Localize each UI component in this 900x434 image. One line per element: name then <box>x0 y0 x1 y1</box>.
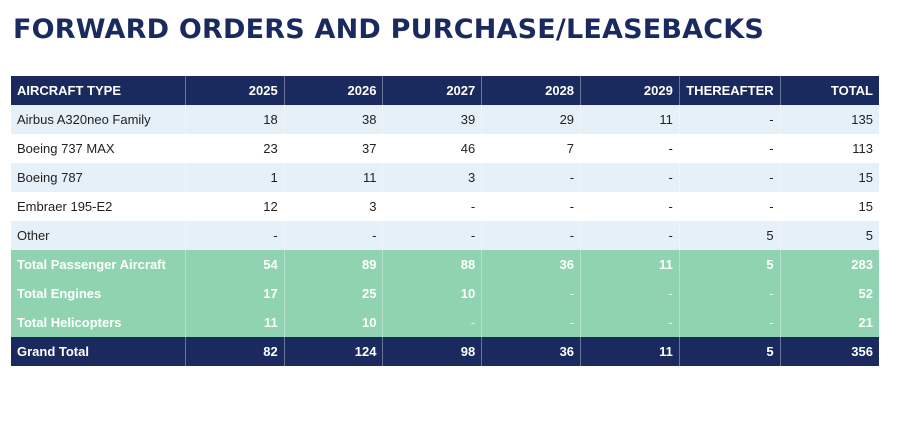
subtotal-row: Total Passenger Aircraft 54 89 88 36 11 5 283 <box>11 250 879 279</box>
row-label: Grand Total <box>11 337 186 366</box>
table-cell: 283 <box>780 250 879 279</box>
table-row: Airbus A320neo Family 18 38 39 29 11-135 <box>11 105 879 134</box>
subtotal-row: Total Helicopters 11 10- - - -21 <box>11 308 879 337</box>
row-label: Airbus A320neo Family <box>11 105 186 134</box>
table-cell: 21 <box>780 308 879 337</box>
table-cell: 36 <box>481 337 582 366</box>
table-cell: - <box>481 163 582 192</box>
table-cell: 5 <box>780 221 879 250</box>
table-cell: 17 <box>185 279 285 308</box>
table-cell: 88 <box>382 250 483 279</box>
table-cell: 11 <box>580 105 680 134</box>
table-cell: 11 <box>580 337 680 366</box>
row-label: Other <box>11 221 186 250</box>
row-label: Embraer 195-E2 <box>11 192 186 221</box>
table-cell: - <box>284 221 384 250</box>
table-cell: 3 <box>284 192 384 221</box>
row-label: Total Engines <box>11 279 186 308</box>
table-row: Other - - - - -5 5 <box>11 221 879 250</box>
row-label: Boeing 737 MAX <box>11 134 186 163</box>
row-label: Boeing 787 <box>11 163 186 192</box>
table-cell: - <box>580 279 680 308</box>
table-row: Boeing 737 MAX 23 37 46 7- -113 <box>11 134 879 163</box>
table-cell: - <box>679 192 781 221</box>
table-cell: 15 <box>780 192 879 221</box>
table-cell: - <box>481 221 582 250</box>
column-header: 2029 <box>580 76 680 105</box>
table-cell: - <box>679 163 781 192</box>
table-cell: 37 <box>284 134 384 163</box>
table-cell: - <box>481 279 582 308</box>
table-cell: 113 <box>780 134 879 163</box>
column-header: 2028 <box>481 76 582 105</box>
column-header: 2026 <box>284 76 384 105</box>
table-cell: 11 <box>580 250 680 279</box>
grand-total-row: Grand Total 82 124 98 36 11 5 356 <box>11 337 879 366</box>
table-cell: - <box>679 134 781 163</box>
table-cell: 5 <box>679 337 781 366</box>
table-cell: 15 <box>780 163 879 192</box>
table-cell: 5 <box>679 250 781 279</box>
table-cell: - <box>580 192 680 221</box>
column-header: THEREAFTER <box>679 76 781 105</box>
table-cell: 11 <box>284 163 384 192</box>
table-cell: 10 <box>284 308 384 337</box>
page-title: FORWARD ORDERS AND PURCHASE/LEASEBACKS <box>13 14 765 45</box>
table-cell: 23 <box>185 134 285 163</box>
table-cell: 3 <box>382 163 483 192</box>
table-cell: 1 <box>185 163 285 192</box>
table-cell: - <box>580 308 680 337</box>
table-cell: 5 <box>679 221 781 250</box>
table-cell: 46 <box>382 134 483 163</box>
table-row: Boeing 787 1 11 3- - -15 <box>11 163 879 192</box>
table-cell: 135 <box>780 105 879 134</box>
column-header: 2027 <box>382 76 483 105</box>
subtotal-row: Total Engines 17 25 10- - -52 <box>11 279 879 308</box>
table-cell: 36 <box>481 250 582 279</box>
table-cell: - <box>382 221 483 250</box>
table-cell: 38 <box>284 105 384 134</box>
table-cell: - <box>580 163 680 192</box>
column-header: AIRCRAFT TYPE <box>11 76 186 105</box>
column-header: 2025 <box>185 76 285 105</box>
table-cell: 356 <box>780 337 879 366</box>
table-cell: 82 <box>185 337 285 366</box>
row-label: Total Helicopters <box>11 308 186 337</box>
table-cell: - <box>679 105 781 134</box>
table-cell: 124 <box>284 337 384 366</box>
table-cell: - <box>481 308 582 337</box>
table-cell: - <box>679 279 781 308</box>
table-cell: 18 <box>185 105 285 134</box>
table-cell: 52 <box>780 279 879 308</box>
table-cell: - <box>481 192 582 221</box>
table-cell: 11 <box>185 308 285 337</box>
table-cell: 89 <box>284 250 384 279</box>
table-cell: - <box>679 308 781 337</box>
table-cell: 10 <box>382 279 483 308</box>
forward-orders-table: AIRCRAFT TYPE 2025 2026 2027 2028 2029 THEREAF… <box>11 76 879 366</box>
table-cell: - <box>185 221 285 250</box>
table-cell: 7 <box>481 134 582 163</box>
table-cell: 39 <box>382 105 483 134</box>
table-cell: 25 <box>284 279 384 308</box>
table-cell: - <box>580 221 680 250</box>
table-cell: - <box>580 134 680 163</box>
table-row: Embraer 195-E2 12 3- - - -15 <box>11 192 879 221</box>
table-cell: 12 <box>185 192 285 221</box>
table-header-row: AIRCRAFT TYPE 2025 2026 2027 2028 2029 THEREAF… <box>11 76 879 105</box>
table-cell: - <box>382 192 483 221</box>
column-header: TOTAL <box>780 76 879 105</box>
row-label: Total Passenger Aircraft <box>11 250 186 279</box>
table-cell: 98 <box>382 337 483 366</box>
table-cell: 54 <box>185 250 285 279</box>
table-cell: 29 <box>481 105 582 134</box>
table-cell: - <box>382 308 483 337</box>
